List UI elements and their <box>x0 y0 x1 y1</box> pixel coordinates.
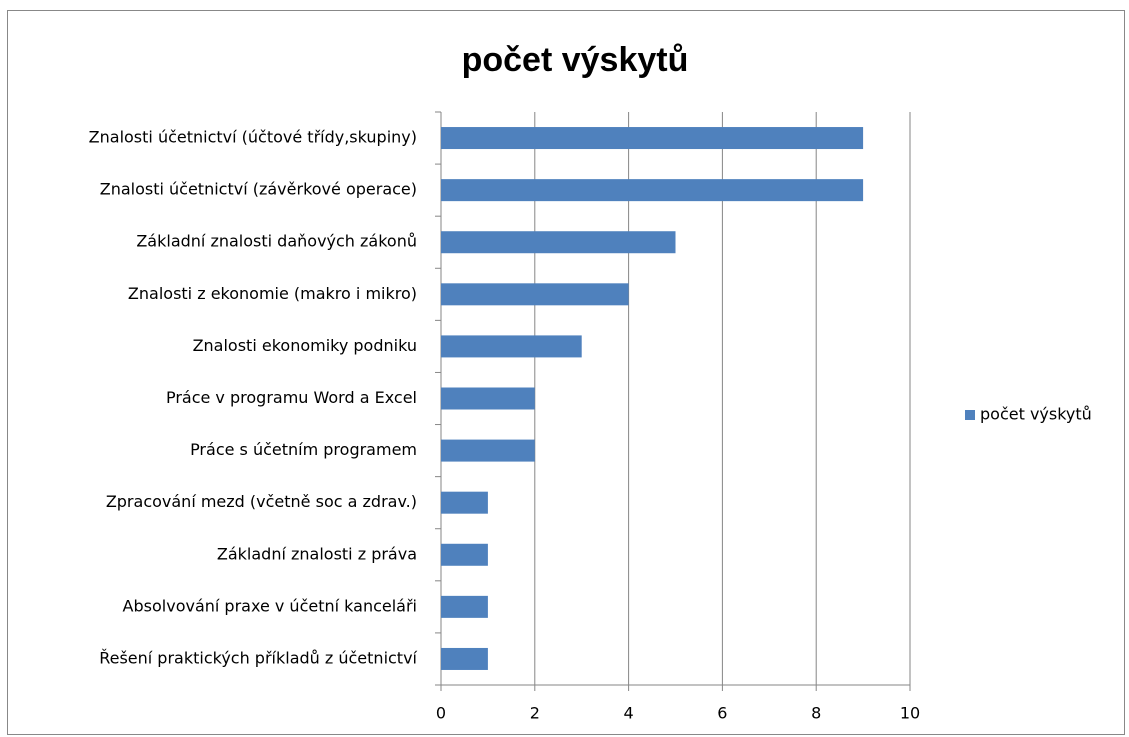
y-tick-label: Řešení praktických příkladů z účetnictví <box>99 648 417 667</box>
y-tick-label: Znalosti ekonomiky podniku <box>193 336 417 355</box>
bar <box>441 231 676 254</box>
bar <box>441 283 629 306</box>
x-tick-label: 4 <box>624 704 634 723</box>
y-tick-label: Znalosti z ekonomie (makro i mikro) <box>128 284 417 303</box>
bar <box>441 387 535 410</box>
chart-title: počet výskytů <box>462 41 689 79</box>
y-tick-label: Absolvování praxe v účetní kanceláři <box>123 596 417 615</box>
x-tick-label: 6 <box>717 704 727 723</box>
y-tick-label: Znalosti účetnictví (účtové třídy,skupin… <box>89 128 417 147</box>
x-tick-label: 2 <box>530 704 540 723</box>
y-tick-label: Základní znalosti daňových zákonů <box>136 232 417 251</box>
x-tick-label: 0 <box>436 704 446 723</box>
y-tick-label: Práce s účetním programem <box>190 440 417 459</box>
y-tick-label: Znalosti účetnictví (závěrkové operace) <box>100 180 417 199</box>
bar <box>441 647 488 670</box>
y-tick-label: Základní znalosti z práva <box>217 544 417 563</box>
y-tick-label: Zpracování mezd (včetně soc a zdrav.) <box>106 492 417 511</box>
legend-label: počet výskytů <box>980 405 1092 424</box>
legend-swatch <box>965 410 975 420</box>
bar <box>441 439 535 462</box>
bar <box>441 543 488 566</box>
bar <box>441 595 488 618</box>
y-tick-label: Práce v programu Word a Excel <box>166 388 417 407</box>
bar <box>441 491 488 514</box>
bar <box>441 179 864 202</box>
chart-border <box>7 10 1125 735</box>
x-tick-label: 8 <box>811 704 821 723</box>
bar <box>441 335 582 358</box>
x-tick-label: 10 <box>900 704 920 723</box>
bar <box>441 127 864 150</box>
